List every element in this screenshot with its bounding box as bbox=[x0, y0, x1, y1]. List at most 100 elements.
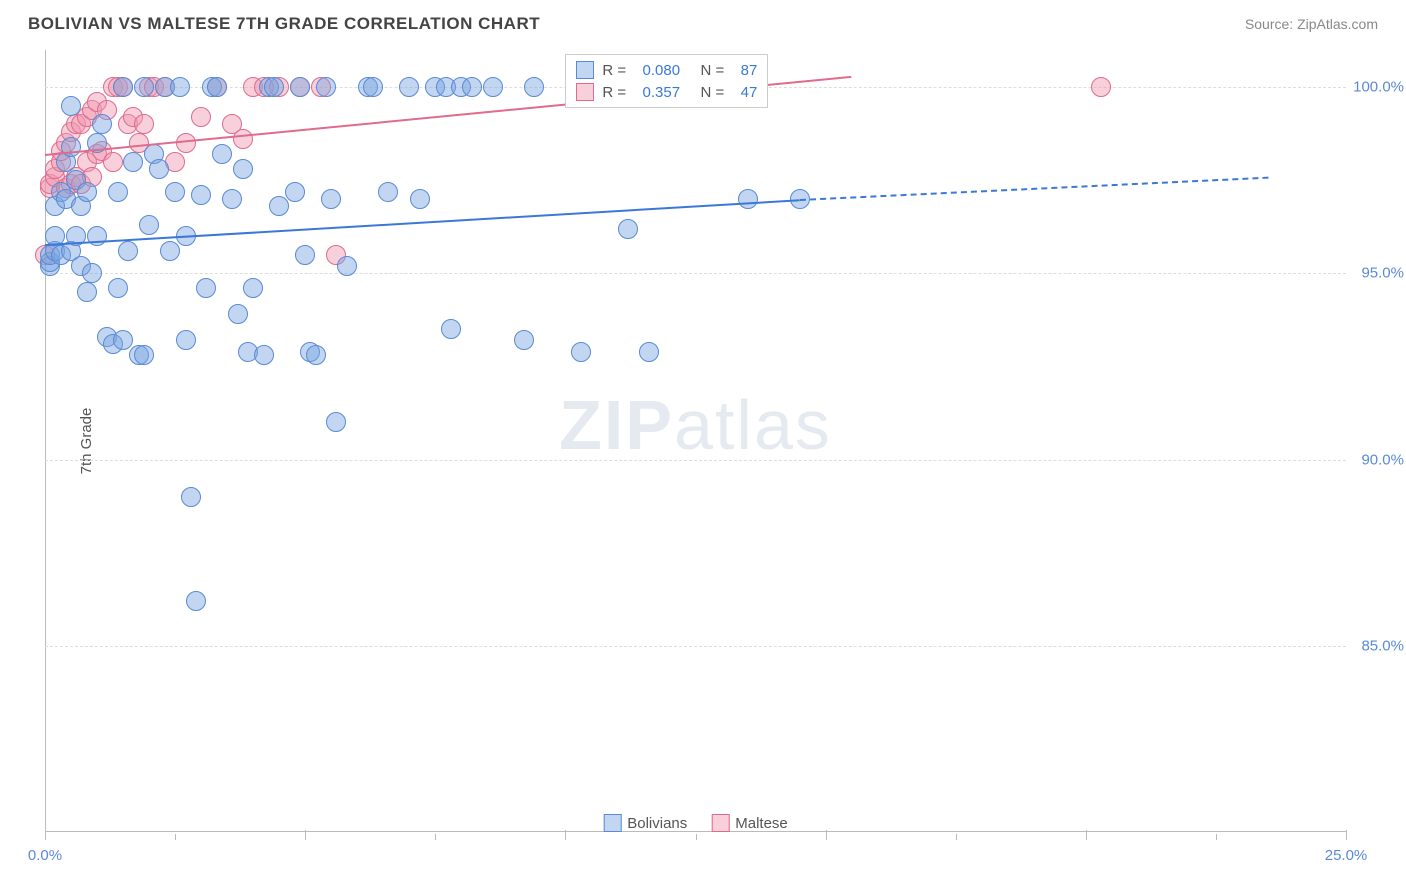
data-point bbox=[207, 77, 227, 97]
data-point bbox=[139, 215, 159, 235]
scatter-plot: ZIPatlas 85.0%90.0%95.0%100.0%0.0%25.0%R… bbox=[45, 50, 1346, 832]
data-point bbox=[524, 77, 544, 97]
legend-item-maltese: Maltese bbox=[711, 814, 788, 832]
data-point bbox=[176, 133, 196, 153]
data-point bbox=[306, 345, 326, 365]
data-point bbox=[399, 77, 419, 97]
data-point bbox=[337, 256, 357, 276]
data-point bbox=[191, 185, 211, 205]
grid-line bbox=[45, 273, 1346, 274]
data-point bbox=[321, 189, 341, 209]
data-point bbox=[269, 196, 289, 216]
data-point bbox=[77, 182, 97, 202]
data-point bbox=[165, 182, 185, 202]
legend-swatch bbox=[576, 83, 594, 101]
data-point bbox=[618, 219, 638, 239]
data-point bbox=[108, 182, 128, 202]
stats-legend-row: R = 0.080 N = 87 bbox=[566, 59, 767, 81]
legend-r-label: R = bbox=[602, 62, 634, 79]
data-point bbox=[233, 159, 253, 179]
data-point bbox=[123, 152, 143, 172]
legend-n-value: 47 bbox=[741, 84, 758, 101]
data-point bbox=[254, 345, 274, 365]
x-tick bbox=[305, 830, 306, 840]
x-tick bbox=[565, 830, 566, 840]
legend-n-value: 87 bbox=[741, 62, 758, 79]
stats-legend-row: R = 0.357 N = 47 bbox=[566, 81, 767, 103]
legend-item-bolivians: Bolivians bbox=[603, 814, 687, 832]
series-legend: Bolivians Maltese bbox=[603, 814, 788, 832]
data-point bbox=[212, 144, 232, 164]
data-point bbox=[316, 77, 336, 97]
data-point bbox=[82, 263, 102, 283]
data-point bbox=[290, 77, 310, 97]
data-point bbox=[462, 77, 482, 97]
x-tick-minor bbox=[956, 834, 957, 840]
data-point bbox=[514, 330, 534, 350]
data-point bbox=[196, 278, 216, 298]
x-tick bbox=[1346, 830, 1347, 840]
data-point bbox=[738, 189, 758, 209]
watermark: ZIPatlas bbox=[559, 385, 832, 465]
stats-legend: R = 0.080 N = 87R = 0.357 N = 47 bbox=[565, 54, 768, 108]
legend-label-maltese: Maltese bbox=[735, 815, 788, 832]
legend-r-value: 0.080 bbox=[643, 62, 681, 79]
data-point bbox=[118, 241, 138, 261]
data-point bbox=[191, 107, 211, 127]
data-point bbox=[222, 189, 242, 209]
data-point bbox=[285, 182, 305, 202]
legend-r-value: 0.357 bbox=[643, 84, 681, 101]
legend-swatch-maltese bbox=[711, 814, 729, 832]
y-tick-label: 95.0% bbox=[1361, 265, 1404, 282]
data-point bbox=[134, 77, 154, 97]
data-point bbox=[77, 282, 97, 302]
legend-swatch-bolivians bbox=[603, 814, 621, 832]
data-point bbox=[243, 278, 263, 298]
data-point bbox=[149, 159, 169, 179]
data-point bbox=[639, 342, 659, 362]
data-point bbox=[134, 114, 154, 134]
legend-r-label: R = bbox=[602, 84, 634, 101]
data-point bbox=[186, 591, 206, 611]
x-tick bbox=[1086, 830, 1087, 840]
grid-line bbox=[45, 460, 1346, 461]
data-point bbox=[134, 345, 154, 365]
data-point bbox=[410, 189, 430, 209]
chart-title: BOLIVIAN VS MALTESE 7TH GRADE CORRELATIO… bbox=[28, 14, 540, 34]
data-point bbox=[108, 278, 128, 298]
data-point bbox=[295, 245, 315, 265]
x-tick-label: 25.0% bbox=[1325, 847, 1368, 864]
x-tick bbox=[826, 830, 827, 840]
data-point bbox=[264, 77, 284, 97]
data-point bbox=[378, 182, 398, 202]
data-point bbox=[160, 241, 180, 261]
y-tick-label: 100.0% bbox=[1353, 79, 1404, 96]
data-point bbox=[113, 330, 133, 350]
data-point bbox=[233, 129, 253, 149]
grid-line bbox=[45, 646, 1346, 647]
legend-swatch bbox=[576, 61, 594, 79]
y-tick-label: 90.0% bbox=[1361, 451, 1404, 468]
data-point bbox=[363, 77, 383, 97]
chart-area: 7th Grade ZIPatlas 85.0%90.0%95.0%100.0%… bbox=[45, 50, 1346, 832]
data-point bbox=[103, 152, 123, 172]
data-point bbox=[1091, 77, 1111, 97]
data-point bbox=[176, 330, 196, 350]
y-tick-label: 85.0% bbox=[1361, 637, 1404, 654]
trend-line bbox=[800, 177, 1268, 201]
data-point bbox=[61, 96, 81, 116]
x-tick bbox=[45, 830, 46, 840]
data-point bbox=[92, 114, 112, 134]
data-point bbox=[483, 77, 503, 97]
x-tick-minor bbox=[435, 834, 436, 840]
data-point bbox=[113, 77, 133, 97]
x-tick-minor bbox=[175, 834, 176, 840]
legend-n-label: N = bbox=[688, 84, 733, 101]
x-tick-label: 0.0% bbox=[28, 847, 62, 864]
legend-label-bolivians: Bolivians bbox=[627, 815, 687, 832]
data-point bbox=[170, 77, 190, 97]
data-point bbox=[228, 304, 248, 324]
x-tick-minor bbox=[696, 834, 697, 840]
legend-n-label: N = bbox=[688, 62, 733, 79]
chart-source: Source: ZipAtlas.com bbox=[1245, 16, 1378, 32]
